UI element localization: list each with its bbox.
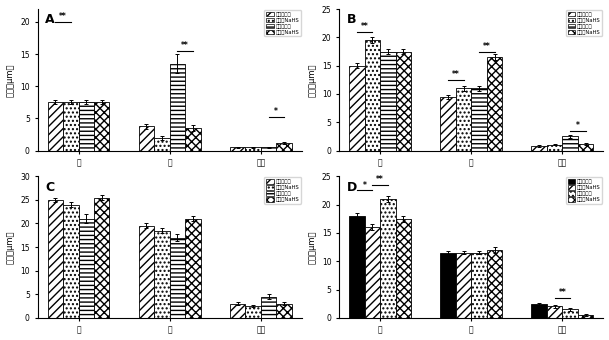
Bar	[63, 102, 79, 151]
Text: D: D	[347, 181, 357, 193]
Bar	[456, 253, 471, 318]
Bar	[139, 126, 154, 151]
Bar	[440, 97, 456, 151]
Bar	[170, 64, 185, 151]
Bar	[230, 147, 245, 151]
Bar	[380, 52, 396, 151]
Bar	[532, 304, 547, 318]
Bar	[380, 199, 396, 318]
Bar	[79, 219, 94, 318]
Text: *: *	[576, 121, 580, 130]
Bar	[63, 205, 79, 318]
Text: A: A	[46, 13, 55, 26]
Bar	[79, 102, 94, 151]
Bar	[170, 238, 185, 318]
Bar	[471, 88, 487, 151]
Bar	[440, 253, 456, 318]
Y-axis label: 长度（μm）: 长度（μm）	[308, 230, 316, 264]
Bar	[245, 306, 261, 318]
Bar	[349, 66, 365, 151]
Bar	[563, 136, 578, 151]
Bar	[276, 304, 292, 318]
Text: **: **	[181, 41, 189, 50]
Legend: 上表皮对照, 上表皮NaHS, 下表皮对照, 下表皮NaHS: 上表皮对照, 上表皮NaHS, 下表皮对照, 下表皮NaHS	[566, 10, 602, 36]
Bar	[365, 227, 380, 318]
Legend: 上表皮对照, 上表皮NaHS, 下表皮对照, 下表皮NaHS: 上表皮对照, 上表皮NaHS, 下表皮对照, 下表皮NaHS	[264, 177, 301, 204]
Bar	[578, 144, 593, 151]
Text: *: *	[274, 107, 278, 116]
Legend: 上表皮对照, 上表皮NaHS, 下表皮对照, 下表皮NaHS: 上表皮对照, 上表皮NaHS, 下表皮对照, 下表皮NaHS	[264, 10, 301, 36]
Bar	[547, 306, 563, 318]
Bar	[94, 198, 110, 318]
Text: **: **	[59, 12, 67, 21]
Bar	[578, 315, 593, 318]
Text: **: **	[361, 22, 368, 31]
Bar	[365, 40, 380, 151]
Bar	[154, 231, 170, 318]
Bar	[261, 147, 276, 151]
Bar	[487, 250, 502, 318]
Bar	[396, 52, 411, 151]
Text: C: C	[46, 181, 55, 193]
Text: B: B	[347, 13, 357, 26]
Bar	[230, 304, 245, 318]
Y-axis label: 长度（μm）: 长度（μm）	[5, 230, 15, 264]
Bar	[532, 146, 547, 151]
Text: *: *	[363, 181, 367, 190]
Bar	[185, 219, 200, 318]
Bar	[48, 102, 63, 151]
Bar	[48, 200, 63, 318]
Bar	[471, 253, 487, 318]
Text: **: **	[376, 175, 384, 184]
Bar	[487, 57, 502, 151]
Bar	[139, 226, 154, 318]
Text: **: **	[452, 70, 460, 79]
Y-axis label: 长度（μm）: 长度（μm）	[5, 63, 15, 97]
Bar	[245, 147, 261, 151]
Bar	[185, 128, 200, 151]
Text: **: **	[483, 42, 491, 51]
Bar	[94, 102, 110, 151]
Bar	[276, 143, 292, 151]
Bar	[456, 88, 471, 151]
Bar	[261, 296, 276, 318]
Legend: 上表皮对照, 上表皮NaHS, 下表皮对照, 下表皮NaHS: 上表皮对照, 上表皮NaHS, 下表皮对照, 下表皮NaHS	[566, 177, 602, 204]
Bar	[349, 216, 365, 318]
Bar	[396, 219, 411, 318]
Text: **: **	[558, 288, 566, 297]
Bar	[547, 145, 563, 151]
Bar	[154, 138, 170, 151]
Y-axis label: 长度（μm）: 长度（μm）	[308, 63, 316, 97]
Bar	[563, 309, 578, 318]
